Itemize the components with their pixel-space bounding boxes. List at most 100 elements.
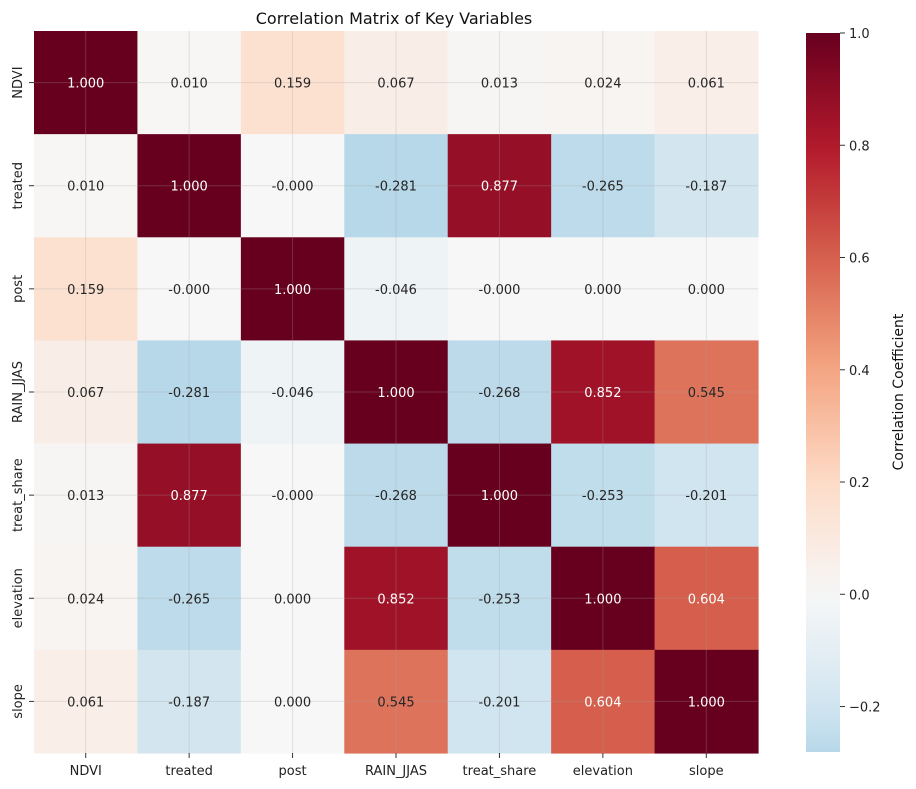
heatmap-cell [654,134,759,238]
heatmap-cell [551,443,656,548]
heatmap-cell [654,31,759,135]
y-tick-label: NDVI [11,66,26,98]
heatmap-cell [344,31,449,135]
heatmap-cell [137,649,242,754]
cell-value-label: 0.061 [688,77,725,92]
cell-value-label: 0.000 [274,695,311,710]
heatmap-cell [551,649,656,754]
heatmap-cell [137,31,242,135]
cell-value-label: 0.852 [377,592,414,607]
heatmap-cell [654,340,759,445]
cell-value-label: 1.000 [377,386,414,401]
colorbar-tick-label: −0.2 [849,701,881,716]
heatmap-cell [551,31,656,135]
heatmap-cell [240,546,345,651]
cell-value-label: 0.545 [377,695,414,710]
colorbar-tick-label: 0.6 [849,252,870,267]
cell-value-label: 0.024 [67,592,104,607]
x-tick-label: treat_share [463,764,537,779]
y-tick-label: RAIN_JJAS [11,361,26,423]
x-tick-label: post [279,764,307,779]
cell-value-label: 0.024 [584,77,621,92]
x-axis-tick-labels: NDVI treated post RAIN_JJAS treat_share eleva… [70,752,724,779]
heatmap-cell [551,237,656,342]
heatmap-cell [447,546,552,651]
cell-value-label: -0.000 [272,180,314,195]
cell-value-label: 1.000 [584,592,621,607]
heatmap-cell [344,237,449,342]
cell-value-label: -0.268 [478,386,520,401]
colorbar-tick-label: 0.8 [849,139,870,154]
cell-value-label: 1.000 [481,489,518,504]
heatmap-cell [240,237,345,342]
colorbar-tick-label: 0.0 [849,588,870,603]
cell-value-label: 0.877 [171,489,208,504]
heatmap-cell-labels: 1.000 0.010 0.159 0.067 0.013 0.024 0.061 0.010… [67,77,727,711]
cell-value-label: -0.000 [478,283,520,298]
cell-value-label: -0.281 [168,386,210,401]
colorbar: −0.2 0.0 0.2 0.4 0.6 0.8 1.0 [806,27,881,752]
y-tick-label: post [11,275,26,303]
x-tick-label: treated [165,764,212,779]
x-tick-label: elevation [573,764,633,779]
cell-value-label: 0.545 [688,386,725,401]
x-tick-label: RAIN_JJAS [365,764,427,779]
cell-value-label: -0.187 [685,180,727,195]
heatmap-cell [137,134,242,238]
chart-title: Correlation Matrix of Key Variables [256,9,533,28]
cell-value-label: -0.265 [582,180,624,195]
x-tick-label: NDVI [70,764,102,779]
cell-value-label: 0.013 [67,489,104,504]
heatmap-cell [34,31,139,135]
heatmap-cell [447,649,552,754]
heatmap-cell [137,546,242,651]
cell-value-label: 0.010 [67,180,104,195]
heatmap-cell [34,546,139,651]
heatmap-cell [447,134,552,238]
heatmap-cell [447,237,552,342]
heatmap-cell [447,443,552,548]
cell-value-label: 0.852 [584,386,621,401]
heatmap-cell [137,237,242,342]
cell-value-label: 1.000 [171,180,208,195]
heatmap-cell [344,546,449,651]
cell-value-label: -0.253 [582,489,624,504]
y-axis-tick-labels: NDVI treated post RAIN_JJAS treat_shareeleva… [11,66,34,719]
x-tick-label: slope [689,764,724,779]
cell-value-label: 0.013 [481,77,518,92]
heatmap-cell [34,237,139,342]
heatmap-cell [654,237,759,342]
heatmap-cell [240,31,345,135]
heatmap-cell [654,443,759,548]
cell-value-label: 0.604 [584,695,621,710]
cell-value-label: -0.268 [375,489,417,504]
colorbar-tick-label: 0.4 [849,364,870,379]
heatmap-cell [551,134,656,238]
heatmap-cell [240,340,345,445]
cell-value-label: 0.067 [377,77,414,92]
cell-value-label: -0.000 [272,489,314,504]
cell-value-label: 0.000 [584,283,621,298]
cell-value-label: 0.061 [67,695,104,710]
cell-value-label: 0.159 [274,77,311,92]
cell-value-label: 0.000 [688,283,725,298]
cell-value-label: -0.253 [478,592,520,607]
cell-value-label: 0.604 [688,592,725,607]
cell-value-label: 0.067 [67,386,104,401]
cell-value-label: 1.000 [67,77,104,92]
cell-value-label: -0.046 [375,283,417,298]
heatmap-cell [34,134,139,238]
cell-value-label: -0.281 [375,180,417,195]
cell-value-label: 1.000 [274,283,311,298]
heatmap-cell [344,649,449,754]
heatmap-cell [344,443,449,548]
heatmap-cell [551,546,656,651]
cell-value-label: 0.000 [274,592,311,607]
heatmap-cell [240,443,345,548]
colorbar-label: Correlation Coefficient [891,313,907,470]
cell-value-label: -0.187 [168,695,210,710]
cell-value-label: -0.201 [685,489,727,504]
heatmap-cell [654,649,759,754]
cell-value-label: -0.000 [168,283,210,298]
